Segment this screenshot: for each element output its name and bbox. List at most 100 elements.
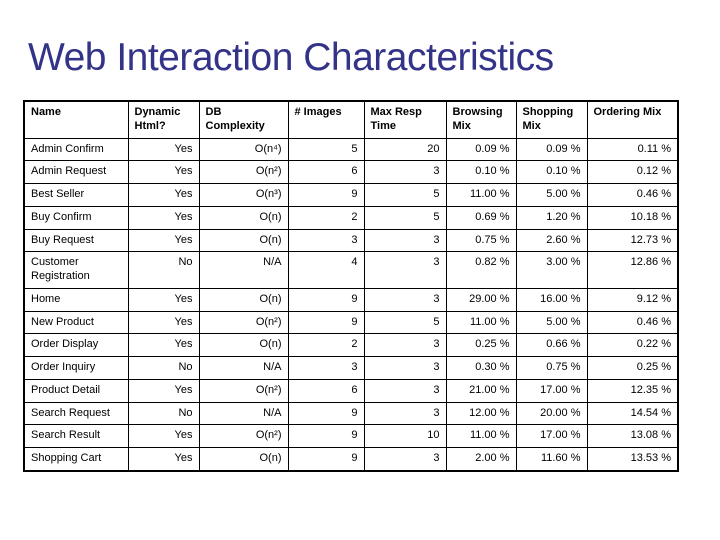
- cell-num-images: 9: [287, 446, 365, 472]
- cell-db-complexity: O(n³): [198, 183, 289, 207]
- cell-shopping-mix: 5.00 %: [515, 310, 588, 335]
- cell-browsing-mix: 29.00 %: [445, 287, 517, 312]
- cell-browsing-mix: 0.30 %: [445, 356, 517, 380]
- cell-browsing-mix: 0.10 %: [445, 160, 517, 184]
- cell-browsing-mix: 0.69 %: [445, 205, 517, 230]
- cell-db-complexity: N/A: [198, 251, 289, 289]
- cell-name: Order Display: [23, 333, 129, 357]
- cell-browsing-mix: 11.00 %: [445, 310, 517, 335]
- cell-db-complexity: O(n²): [198, 160, 289, 184]
- cell-shopping-mix: 5.00 %: [515, 183, 588, 207]
- cell-ordering-mix: 0.11 %: [586, 137, 679, 162]
- column-header-max-resp-time: Max Resp Time: [363, 100, 447, 139]
- cell-dynamic-html: No: [127, 401, 200, 426]
- cell-dynamic-html: Yes: [127, 205, 200, 230]
- cell-dynamic-html: Yes: [127, 378, 200, 403]
- table-body: Admin Confirm Yes O(n⁴) 5 20 0.09 % 0.09 % 0.11…: [23, 137, 679, 472]
- cell-dynamic-html: Yes: [127, 424, 200, 448]
- cell-num-images: 3: [287, 228, 365, 253]
- cell-db-complexity: O(n²): [198, 424, 289, 448]
- cell-num-images: 4: [287, 251, 365, 289]
- cell-db-complexity: N/A: [198, 401, 289, 426]
- cell-dynamic-html: No: [127, 356, 200, 380]
- cell-shopping-mix: 17.00 %: [515, 424, 588, 448]
- cell-shopping-mix: 0.09 %: [515, 137, 588, 162]
- cell-num-images: 9: [287, 424, 365, 448]
- cell-db-complexity: O(n²): [198, 378, 289, 403]
- table-row: Customer Registration No N/A 4 3 0.82 % 3.00 %…: [23, 251, 679, 289]
- cell-num-images: 9: [287, 287, 365, 312]
- cell-num-images: 6: [287, 160, 365, 184]
- column-header-dynamic-html: Dynamic Html?: [127, 100, 200, 139]
- table-row: Search Request No N/A 9 3 12.00 % 20.00 % 14.54…: [23, 401, 679, 426]
- cell-name: Buy Request: [23, 228, 129, 253]
- cell-dynamic-html: Yes: [127, 446, 200, 472]
- cell-max-resp-time: 5: [363, 205, 447, 230]
- cell-ordering-mix: 14.54 %: [586, 401, 679, 426]
- cell-max-resp-time: 3: [363, 446, 447, 472]
- cell-name: Admin Confirm: [23, 137, 129, 162]
- table-row: Shopping Cart Yes O(n) 9 3 2.00 % 11.60 % 13.53…: [23, 446, 679, 472]
- cell-browsing-mix: 11.00 %: [445, 424, 517, 448]
- cell-ordering-mix: 0.46 %: [586, 183, 679, 207]
- cell-max-resp-time: 10: [363, 424, 447, 448]
- cell-dynamic-html: Yes: [127, 228, 200, 253]
- cell-db-complexity: O(n): [198, 333, 289, 357]
- cell-num-images: 6: [287, 378, 365, 403]
- table-row: Admin Request Yes O(n²) 6 3 0.10 % 0.10 % 0.12 …: [23, 160, 679, 184]
- cell-db-complexity: O(n⁴): [198, 137, 289, 162]
- cell-dynamic-html: Yes: [127, 310, 200, 335]
- cell-ordering-mix: 10.18 %: [586, 205, 679, 230]
- cell-ordering-mix: 9.12 %: [586, 287, 679, 312]
- cell-shopping-mix: 1.20 %: [515, 205, 588, 230]
- cell-max-resp-time: 3: [363, 356, 447, 380]
- cell-name: Buy Confirm: [23, 205, 129, 230]
- cell-ordering-mix: 0.22 %: [586, 333, 679, 357]
- column-header-shopping-mix: Shopping Mix: [515, 100, 588, 139]
- cell-shopping-mix: 3.00 %: [515, 251, 588, 289]
- cell-shopping-mix: 17.00 %: [515, 378, 588, 403]
- cell-name: Search Request: [23, 401, 129, 426]
- cell-max-resp-time: 3: [363, 287, 447, 312]
- cell-dynamic-html: Yes: [127, 160, 200, 184]
- column-header-ordering-mix: Ordering Mix: [586, 100, 679, 139]
- cell-name: Customer Registration: [23, 251, 129, 289]
- cell-max-resp-time: 3: [363, 378, 447, 403]
- table-row: Buy Request Yes O(n) 3 3 0.75 % 2.60 % 12.73 %: [23, 228, 679, 253]
- table-row: Best Seller Yes O(n³) 9 5 11.00 % 5.00 % 0.46 %: [23, 183, 679, 207]
- cell-name: Product Detail: [23, 378, 129, 403]
- cell-browsing-mix: 11.00 %: [445, 183, 517, 207]
- cell-name: New Product: [23, 310, 129, 335]
- cell-shopping-mix: 2.60 %: [515, 228, 588, 253]
- cell-dynamic-html: No: [127, 251, 200, 289]
- cell-max-resp-time: 3: [363, 401, 447, 426]
- table-row: Home Yes O(n) 9 3 29.00 % 16.00 % 9.12 %: [23, 287, 679, 312]
- cell-max-resp-time: 5: [363, 183, 447, 207]
- cell-browsing-mix: 0.09 %: [445, 137, 517, 162]
- cell-browsing-mix: 2.00 %: [445, 446, 517, 472]
- cell-shopping-mix: 11.60 %: [515, 446, 588, 472]
- cell-shopping-mix: 16.00 %: [515, 287, 588, 312]
- cell-browsing-mix: 0.25 %: [445, 333, 517, 357]
- cell-dynamic-html: Yes: [127, 287, 200, 312]
- table-row: Buy Confirm Yes O(n) 2 5 0.69 % 1.20 % 10.18 %: [23, 205, 679, 230]
- cell-browsing-mix: 0.82 %: [445, 251, 517, 289]
- cell-ordering-mix: 12.35 %: [586, 378, 679, 403]
- cell-num-images: 2: [287, 205, 365, 230]
- page-title: Web Interaction Characteristics: [28, 36, 554, 79]
- cell-ordering-mix: 13.53 %: [586, 446, 679, 472]
- cell-shopping-mix: 0.66 %: [515, 333, 588, 357]
- cell-name: Search Result: [23, 424, 129, 448]
- cell-max-resp-time: 3: [363, 160, 447, 184]
- cell-num-images: 9: [287, 401, 365, 426]
- column-header-db-complexity: DB Complexity: [198, 100, 289, 139]
- cell-name: Admin Request: [23, 160, 129, 184]
- column-header-name: Name: [23, 100, 129, 139]
- cell-db-complexity: N/A: [198, 356, 289, 380]
- cell-browsing-mix: 12.00 %: [445, 401, 517, 426]
- cell-db-complexity: O(n²): [198, 310, 289, 335]
- cell-dynamic-html: Yes: [127, 137, 200, 162]
- cell-num-images: 9: [287, 310, 365, 335]
- cell-num-images: 5: [287, 137, 365, 162]
